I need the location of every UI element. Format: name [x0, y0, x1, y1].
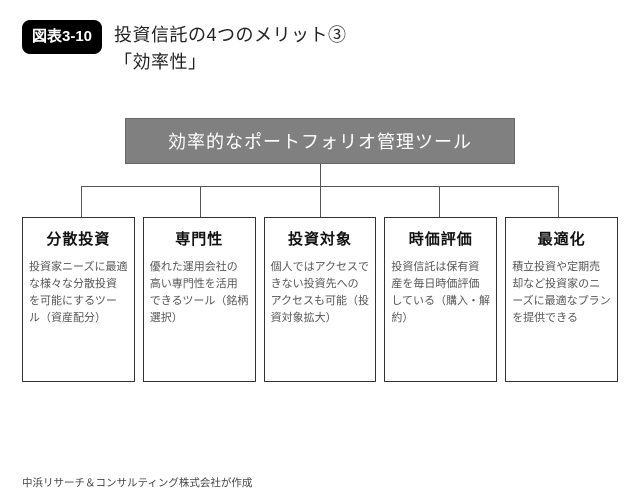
- connector-drop: [200, 187, 201, 217]
- figure-header: 図表3-10 投資信託の4つのメリット③ 「効率性」: [22, 20, 618, 76]
- child-title: 投資対象: [271, 228, 370, 249]
- child-node: 時価評価 投資信託は保有資産を毎日時価評価している（購入・解約）: [384, 217, 497, 382]
- child-node: 専門性 優れた運用会社の高い専門性を活用できるツール（銘柄選択）: [143, 217, 256, 382]
- child-row: 分散投資 投資家ニーズに最適な様々な分散投資を可能にするツール（資産配分） 専門…: [22, 217, 618, 382]
- child-node: 最適化 積立投資や定期売却など投資家のニーズに最適なプランを提供できる: [505, 217, 618, 382]
- child-title: 分散投資: [29, 228, 128, 249]
- figure-label-badge: 図表3-10: [22, 20, 102, 54]
- child-node: 分散投資 投資家ニーズに最適な様々な分散投資を可能にするツール（資産配分）: [22, 217, 135, 382]
- root-node: 効率的なポートフォリオ管理ツール: [125, 118, 515, 164]
- connector-drop: [558, 187, 559, 217]
- credit-line: 中浜リサーチ＆コンサルティング株式会社が作成: [22, 475, 252, 490]
- connector-drop: [81, 187, 82, 217]
- child-title: 最適化: [512, 228, 611, 249]
- connector-drop: [320, 187, 321, 217]
- child-desc: 個人ではアクセスできない投資先へのアクセスも可能（投資対象拡大）: [271, 259, 370, 327]
- child-desc: 積立投資や定期売却など投資家のニーズに最適なプランを提供できる: [512, 259, 611, 327]
- connector-drops: [81, 187, 559, 217]
- child-title: 時価評価: [391, 228, 490, 249]
- child-desc: 投資信託は保有資産を毎日時価評価している（購入・解約）: [391, 259, 490, 327]
- figure-title: 投資信託の4つのメリット③ 「効率性」: [114, 20, 347, 76]
- child-desc: 投資家ニーズに最適な様々な分散投資を可能にするツール（資産配分）: [29, 259, 128, 327]
- figure-title-line-1: 投資信託の4つのメリット③: [114, 22, 347, 49]
- child-title: 専門性: [150, 228, 249, 249]
- connector-drop: [439, 187, 440, 217]
- child-desc: 優れた運用会社の高い専門性を活用できるツール（銘柄選択）: [150, 259, 249, 327]
- connector-stem: [320, 164, 321, 186]
- figure-title-line-2: 「効率性」: [114, 49, 347, 76]
- child-node: 投資対象 個人ではアクセスできない投資先へのアクセスも可能（投資対象拡大）: [264, 217, 377, 382]
